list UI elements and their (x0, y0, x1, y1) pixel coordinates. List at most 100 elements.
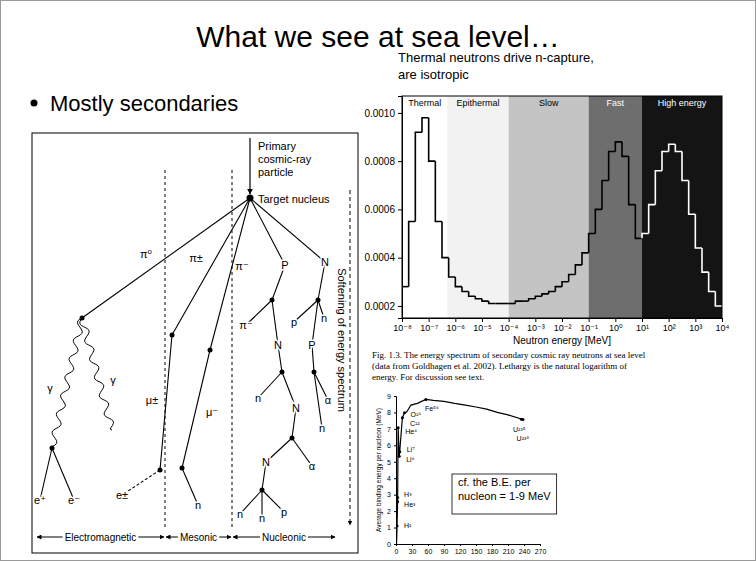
photon-line (80, 318, 114, 430)
bar (415, 132, 422, 221)
point-label: C¹² (410, 420, 420, 427)
interaction-dot (260, 488, 265, 493)
particle-label: α (309, 460, 316, 472)
bar (589, 234, 596, 253)
interaction-dot (208, 348, 213, 353)
tick-label: 10⁻⁶ (447, 323, 466, 333)
tick-label: 6 (387, 442, 391, 449)
bar (555, 287, 562, 292)
bar (582, 253, 589, 265)
interaction-dot (270, 298, 275, 303)
bar (675, 144, 682, 151)
interaction-dot (316, 298, 321, 303)
tick-label: 270 (535, 548, 547, 555)
point (398, 450, 401, 453)
axis-title: Neutron energy [MeV] (513, 335, 611, 346)
region-label: Fast (607, 98, 625, 108)
divider (165, 170, 166, 528)
tick: 240 (519, 544, 531, 555)
bar (489, 301, 496, 303)
tick: 270 (535, 544, 547, 555)
bullet-dot (31, 100, 38, 107)
tick-mark (394, 478, 396, 479)
tick-label: 0 (395, 548, 399, 555)
tick-label: 10⁻⁵ (473, 323, 492, 333)
chart-neutron: Thermal neutrons drive n-capture,are iso… (364, 50, 729, 382)
bar (609, 152, 616, 181)
tick-mark (394, 429, 396, 430)
bar (442, 221, 449, 257)
particle-label: γ (47, 382, 53, 394)
tick-label: 3 (387, 491, 391, 498)
tick-mark (460, 544, 461, 546)
region (402, 96, 447, 318)
tick: 1 (387, 524, 396, 531)
axis: 0306090120150180210240270 (395, 544, 547, 555)
region-label: Thermal (408, 98, 441, 108)
axis-line (398, 97, 403, 319)
tick: 10⁻⁴ (500, 318, 519, 333)
tick-label: 0.0006 (364, 204, 395, 215)
tick-mark (412, 544, 413, 546)
tick-mark (398, 161, 402, 162)
bar (662, 152, 669, 171)
slide-frame (1, 1, 756, 561)
tick: 10⁻³ (527, 318, 545, 333)
caption: energy. For discussion see text. (372, 372, 484, 382)
text-box-frame (452, 474, 557, 514)
bar (695, 214, 702, 248)
tick: 10⁻² (554, 318, 572, 333)
primary-label: Primary (258, 140, 296, 152)
particle-label: π± (189, 252, 203, 264)
tick-mark (398, 209, 402, 210)
arrow (166, 537, 178, 538)
point (521, 418, 524, 421)
interaction-dot (247, 195, 254, 202)
point-label: O¹⁶ (411, 411, 422, 418)
arrow (350, 190, 351, 525)
text-box-line: nucleon = 1-9 MeV (458, 490, 551, 502)
bar (429, 118, 436, 161)
tick-label: 30 (409, 548, 417, 555)
track (258, 372, 282, 398)
primary-label: cosmic-ray (258, 153, 312, 165)
bar (715, 291, 722, 305)
primary-label: particle (258, 166, 293, 178)
tick-mark (508, 544, 509, 546)
tick-label: 180 (487, 548, 499, 555)
tick-mark (394, 511, 396, 512)
bar (515, 301, 522, 303)
bar (689, 180, 696, 214)
bar (522, 300, 529, 302)
tick-mark (394, 412, 396, 413)
region (447, 96, 508, 318)
axis: 10⁻⁸10⁻⁷10⁻⁶10⁻⁵10⁻⁴10⁻³10⁻²10⁻¹10⁰10¹10… (393, 318, 729, 333)
tick-label: 0.0004 (364, 252, 395, 263)
bar (509, 303, 516, 305)
bar (502, 303, 509, 305)
tick: 7 (387, 426, 396, 433)
tick-label: 120 (455, 548, 467, 555)
bar (602, 180, 609, 209)
tick-label: 10⁻² (554, 323, 572, 333)
tick: 10² (663, 318, 676, 333)
track (172, 198, 250, 335)
particle-label: α (325, 394, 332, 406)
bar (702, 248, 709, 272)
bar (595, 209, 602, 233)
text-box: cf. the B.E. pernucleon = 1-9 MeV (452, 474, 557, 514)
tick-mark (535, 318, 536, 322)
bar (549, 291, 556, 293)
photon-line (52, 318, 82, 448)
particle-label: π⁻ (239, 319, 253, 331)
particle-label: n (255, 392, 261, 404)
tick-label: 10¹ (636, 323, 649, 333)
tick: 9 (387, 393, 396, 400)
tick-mark (398, 306, 402, 307)
interaction-dot (312, 370, 317, 375)
tick-label: 5 (387, 459, 391, 466)
tick-mark (455, 318, 456, 322)
tick: 10³ (689, 318, 702, 333)
bar (649, 205, 656, 234)
caption: Fig. 1.3. The energy spectrum of seconda… (372, 350, 646, 360)
